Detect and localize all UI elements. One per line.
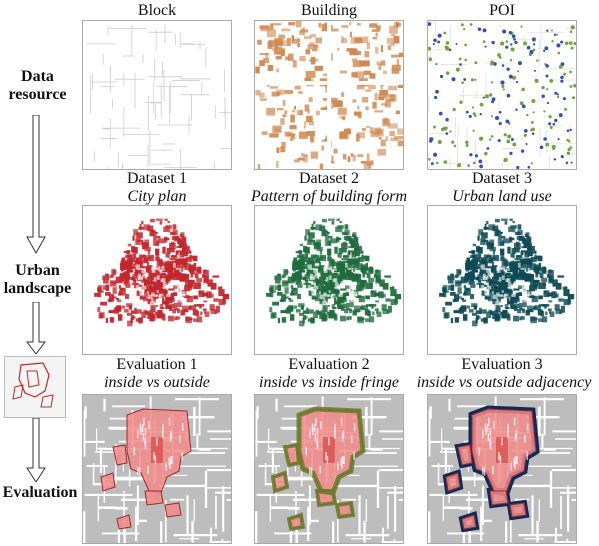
building-map-panel — [254, 20, 404, 170]
dataset-1-map-panel — [82, 205, 232, 355]
evaluation-1-subtitle: inside vs outside — [104, 374, 210, 391]
evaluation-3-map-panel — [427, 394, 577, 544]
dataset-2-subtitle: Pattern of building form — [251, 188, 407, 205]
layer-title-poi: POI — [489, 2, 515, 19]
flow-arrow-2 — [26, 302, 46, 354]
block-map-panel — [82, 20, 232, 170]
layer-title-building: Building — [300, 2, 357, 19]
dataset-3-title: Dataset 3 — [472, 170, 532, 187]
flow-arrow-3 — [26, 418, 46, 482]
dataset-2-map-panel — [254, 205, 404, 355]
evaluation-1-title: Evaluation 1 — [116, 356, 198, 373]
evaluation-thumbnail — [4, 356, 66, 418]
evaluation-2-map-panel — [254, 394, 404, 544]
dataset-1-title: Dataset 1 — [127, 170, 187, 187]
row-label-evaluation: Evaluation — [2, 484, 78, 501]
layer-title-block: Block — [137, 2, 177, 19]
evaluation-3-title: Evaluation 3 — [461, 356, 543, 373]
evaluation-2-subtitle: inside vs inside fringe — [259, 374, 399, 391]
dataset-1-subtitle: City plan — [127, 188, 187, 205]
row-label-urban-landscape: Urban landscape — [3, 262, 72, 297]
flow-arrow-1 — [26, 115, 46, 255]
evaluation-1-map-panel — [82, 394, 232, 544]
dataset-3-subtitle: Urban land use — [452, 188, 552, 205]
row-label-data-resource: Data resource — [8, 68, 67, 103]
evaluation-3-subtitle: inside vs outside adjacency — [416, 374, 592, 391]
dataset-3-map-panel — [427, 205, 577, 355]
dataset-2-title: Dataset 2 — [299, 170, 359, 187]
poi-map-panel — [427, 20, 577, 170]
evaluation-2-title: Evaluation 2 — [288, 356, 370, 373]
